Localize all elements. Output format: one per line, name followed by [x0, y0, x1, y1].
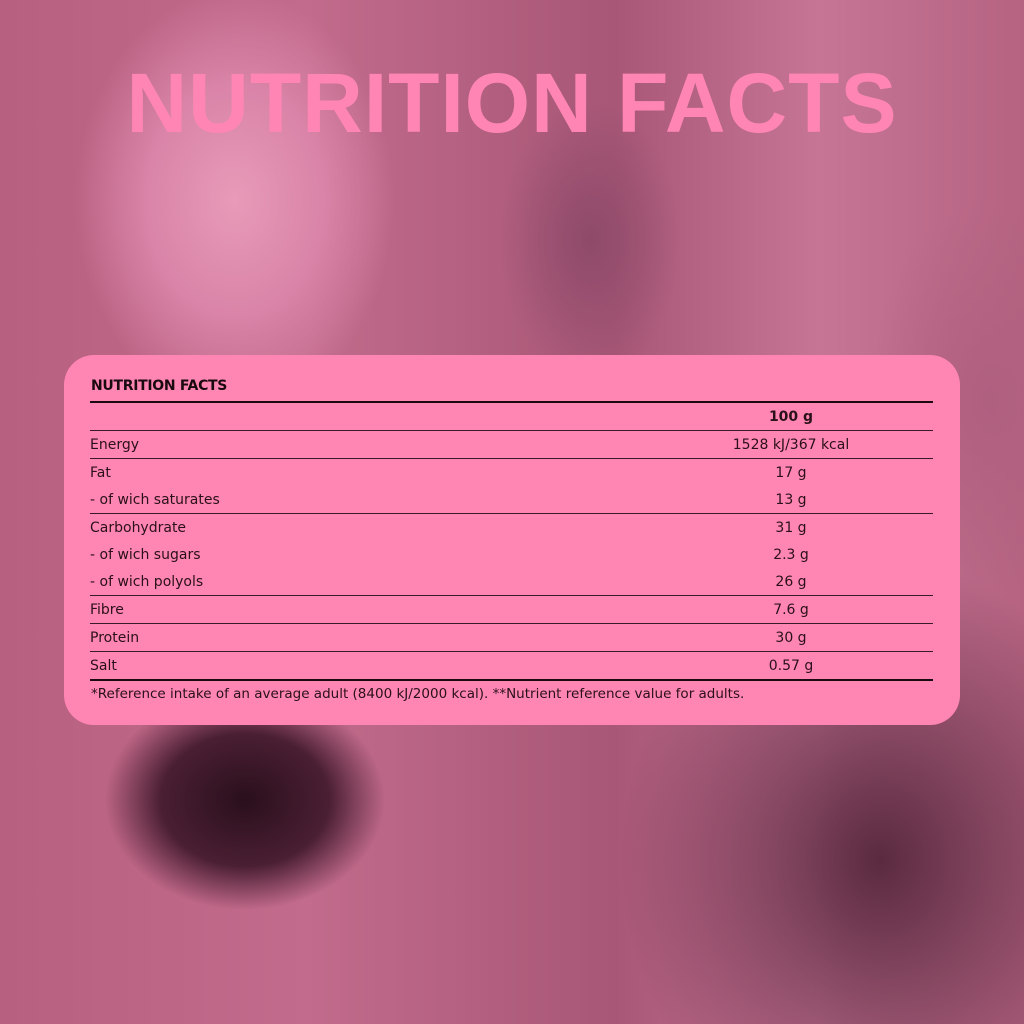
nutrition-table: 100 g Energy 1528 kJ/367 kcal Fat 17 g - o… [90, 401, 933, 681]
row-value: 7.6 g [773, 601, 809, 618]
row-value: 17 g [775, 464, 807, 481]
table-row: - of wich saturates 13 g [90, 486, 933, 514]
row-value: 1528 kJ/367 kcal [732, 436, 850, 453]
row-label: Protein [90, 629, 140, 646]
row-value: 0.57 g [768, 657, 814, 674]
column-header: 100 g [768, 408, 814, 425]
table-row: Protein 30 g [90, 623, 933, 652]
row-value: 26 g [775, 573, 807, 590]
row-value: 2.3 g [773, 546, 809, 563]
table-row: Fat 17 g [90, 458, 933, 487]
table-row: Carbohydrate 31 g [90, 513, 933, 542]
row-value: 31 g [775, 519, 807, 536]
table-row: - of wich sugars 2.3 g [90, 541, 933, 568]
page-title: NUTRITION FACTS [126, 56, 898, 150]
row-value: 13 g [775, 491, 807, 508]
table-header-row: 100 g [90, 402, 933, 431]
row-label: Fat [90, 464, 111, 481]
table-row: Fibre 7.6 g [90, 595, 933, 624]
footnote: *Reference intake of an average adult (8… [91, 686, 745, 702]
row-label: - of wich saturates [90, 491, 220, 508]
nutrition-panel: NUTRITION FACTS 100 g Energy 1528 kJ/367 … [64, 355, 960, 725]
row-label: Fibre [90, 601, 124, 618]
row-label: - of wich sugars [90, 546, 201, 563]
table-row: - of wich polyols 26 g [90, 568, 933, 596]
row-label: Salt [90, 657, 117, 674]
table-row: Salt 0.57 g [90, 651, 933, 680]
row-label: Carbohydrate [90, 519, 187, 536]
table-row: Energy 1528 kJ/367 kcal [90, 430, 933, 459]
row-value: 30 g [775, 629, 807, 646]
row-label: Energy [90, 436, 140, 453]
row-label: - of wich polyols [90, 573, 204, 590]
panel-title: NUTRITION FACTS [91, 378, 228, 394]
